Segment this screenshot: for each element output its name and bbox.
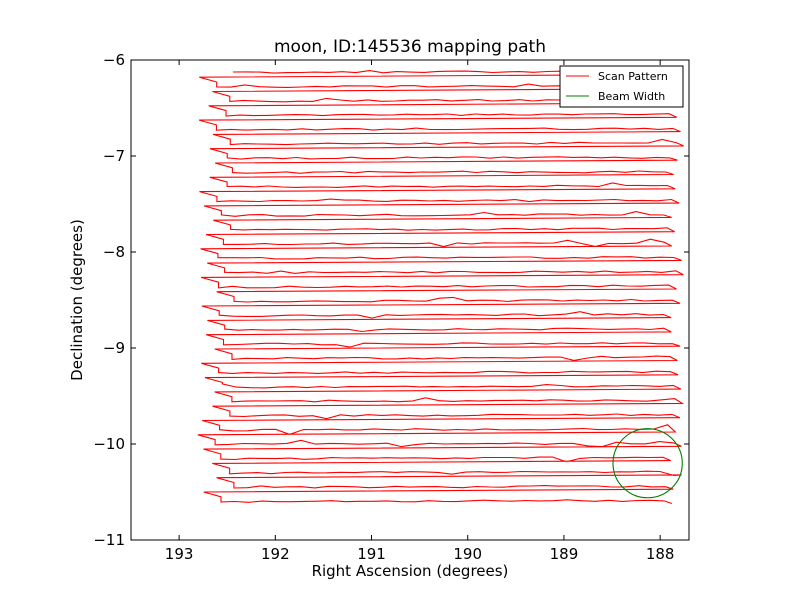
scan-pattern-line (197, 70, 685, 505)
legend: Scan Pattern Beam Width (559, 65, 684, 108)
x-tick-label: 193 (165, 545, 194, 563)
legend-box (559, 65, 684, 108)
legend-beam-label: Beam Width (598, 90, 665, 103)
y-tick-label: −9 (103, 339, 125, 357)
x-tick-label: 190 (453, 545, 482, 563)
chart-title: moon, ID:145536 mapping path (274, 37, 546, 57)
y-axis-label: Declination (degrees) (68, 219, 86, 381)
x-tick-label: 188 (646, 545, 675, 563)
x-axis-label: Right Ascension (degrees) (312, 562, 509, 580)
x-tick-label: 189 (550, 545, 579, 563)
x-axis-ticks: 193 192 191 190 189 188 (165, 60, 675, 563)
y-tick-label: −10 (93, 435, 125, 453)
y-tick-label: −11 (93, 531, 125, 549)
beam-width-circle (612, 428, 683, 499)
y-tick-label: −7 (103, 147, 125, 165)
beam-width-layer (612, 428, 683, 499)
legend-scan-label: Scan Pattern (598, 70, 668, 83)
y-axis-ticks: −6 −7 −8 −9 −10 −11 (93, 51, 689, 549)
y-tick-label: −6 (103, 51, 125, 69)
scan-pattern-layer (197, 70, 685, 505)
x-tick-label: 192 (261, 545, 290, 563)
x-tick-label: 191 (357, 545, 386, 563)
axes-frame (130, 59, 690, 541)
y-tick-label: −8 (103, 243, 125, 261)
